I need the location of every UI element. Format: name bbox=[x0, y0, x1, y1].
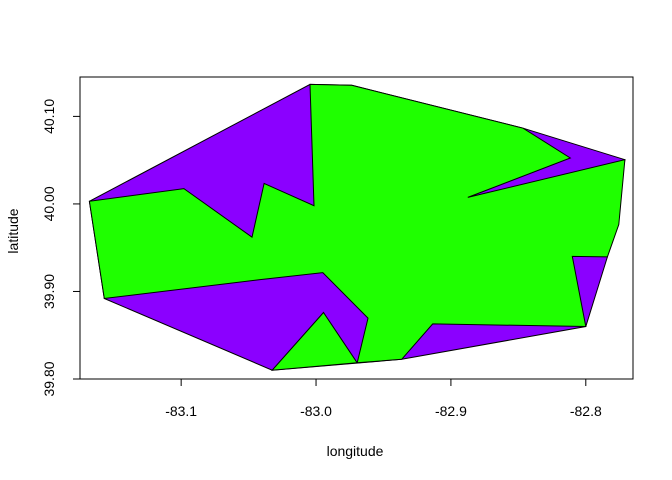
y-tick-label: 40.10 bbox=[41, 99, 57, 134]
y-axis: 39.80 39.90 40.00 40.10 bbox=[41, 99, 81, 397]
x-tick-label: -83.0 bbox=[300, 403, 332, 419]
y-tick-label: 39.80 bbox=[41, 361, 57, 396]
y-axis-title: latitude bbox=[5, 208, 21, 253]
x-axis: -83.1 -83.0 -82.9 -82.8 bbox=[165, 378, 602, 419]
inner-polygon bbox=[88, 83, 626, 371]
x-tick-label: -83.1 bbox=[165, 403, 197, 419]
x-axis-title: longitude bbox=[327, 443, 384, 459]
polygon-layer bbox=[88, 83, 626, 371]
y-tick-label: 40.00 bbox=[41, 186, 57, 221]
y-tick-label: 39.90 bbox=[41, 274, 57, 309]
x-tick-label: -82.8 bbox=[570, 403, 602, 419]
x-tick-label: -82.9 bbox=[435, 403, 467, 419]
